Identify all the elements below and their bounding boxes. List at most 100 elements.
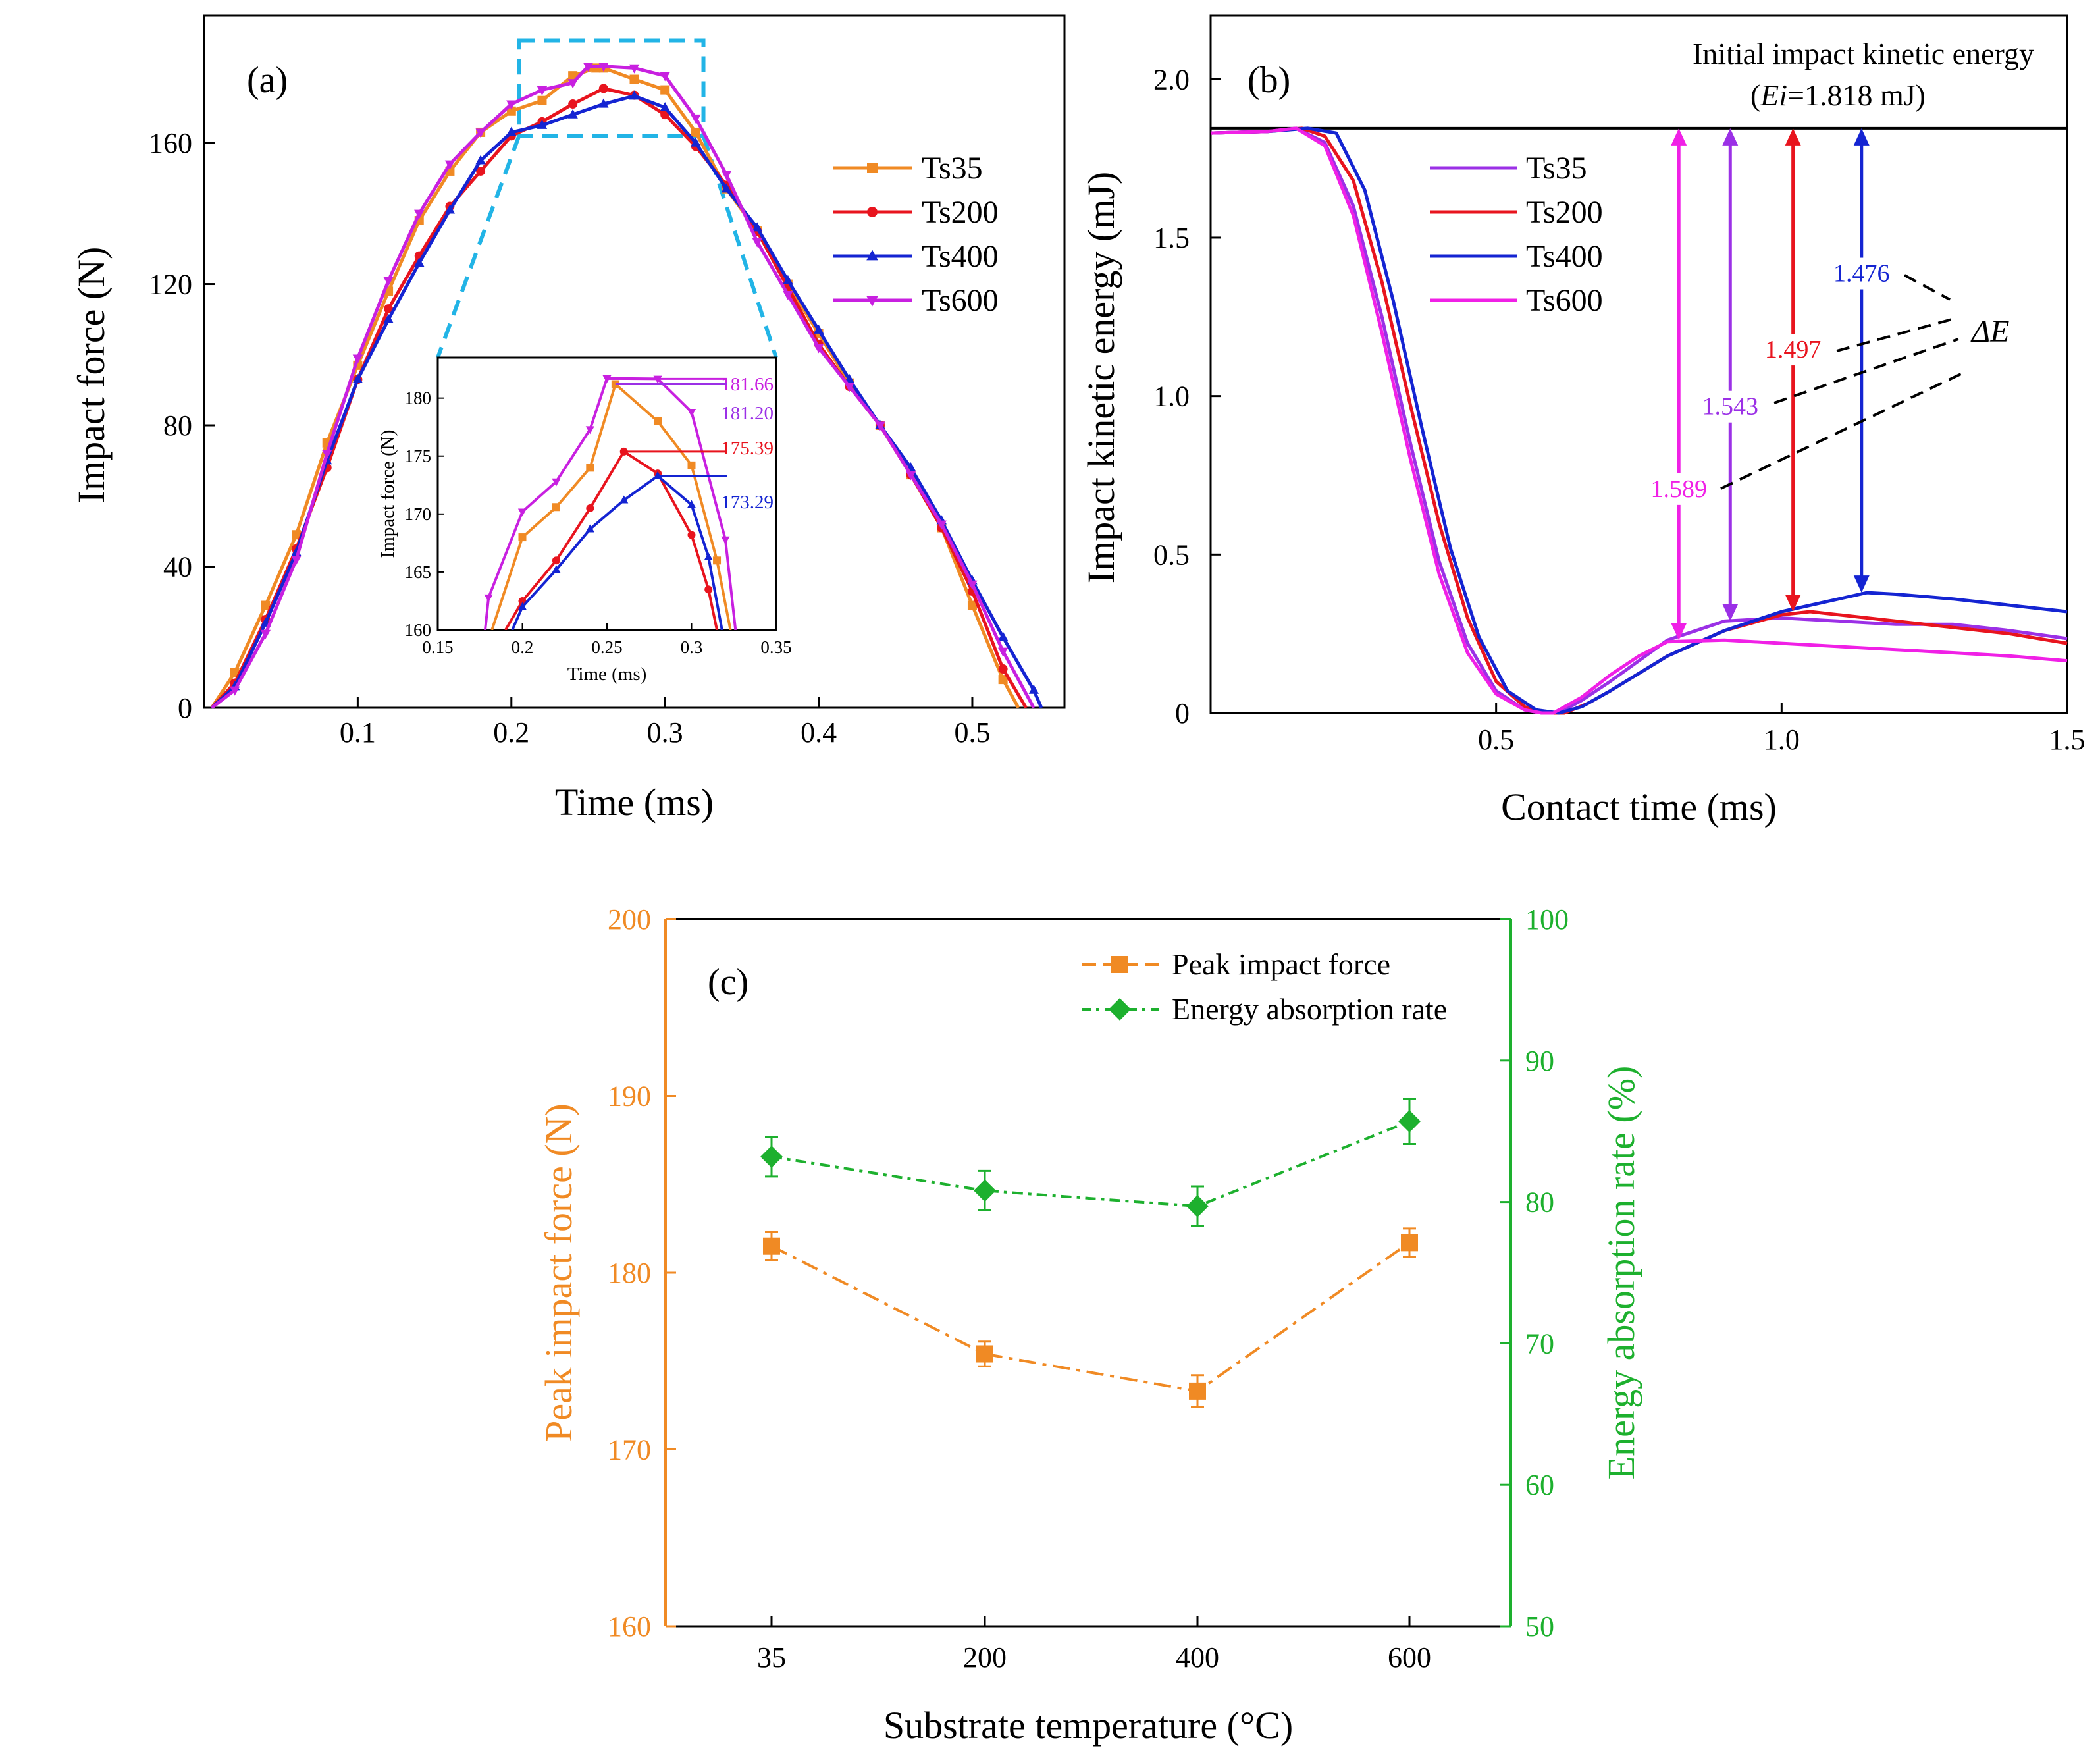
- x-tick-label: 600: [1388, 1641, 1431, 1674]
- inset-point-Ts200: [586, 504, 594, 513]
- arrow-head-up: [1722, 128, 1739, 146]
- y-right-axis-label: Energy absorption rate (%): [1600, 1066, 1642, 1480]
- data-point-Ts600: [813, 344, 824, 354]
- data-point-Ts600: [444, 160, 456, 170]
- data-point-Ts35: [660, 85, 670, 95]
- arrow-label-bg: [1822, 257, 1901, 290]
- data-point-Ts400: [691, 137, 701, 147]
- data-point-Ts400: [813, 324, 824, 334]
- y-tick-label: 80: [163, 410, 192, 442]
- arrow-head-up: [1671, 128, 1687, 146]
- inset-point-Ts600: [687, 409, 696, 417]
- legend-label-Ts35: Ts35: [922, 151, 983, 186]
- x-tick-label: 0.2: [493, 716, 529, 749]
- delta-leader-line: [1773, 338, 1959, 404]
- y-right-tick-label: 70: [1525, 1327, 1554, 1360]
- data-point: [760, 1145, 783, 1168]
- legend-marker-Ts200: [867, 207, 878, 217]
- data-point-Ts600: [383, 277, 394, 286]
- x-tick-label: 0.4: [801, 716, 837, 749]
- inset-peak-label-181.66: 181.66: [721, 374, 774, 395]
- data-point-Ts400: [629, 90, 640, 100]
- inset-y-tick-label: 160: [405, 620, 432, 640]
- y-axis-label: Impact force (N): [70, 247, 113, 504]
- arrow-head-up: [1785, 128, 1801, 146]
- y-right-tick-label: 80: [1525, 1186, 1554, 1219]
- data-point-Ts400: [997, 631, 1009, 641]
- arrow-head-down: [1722, 604, 1739, 622]
- data-point-Ts200: [568, 99, 578, 109]
- inset-point-Ts600: [484, 594, 493, 602]
- y-tick-label: 120: [149, 269, 192, 301]
- data-point-Ts600: [875, 421, 885, 431]
- y-tick-label: 1.0: [1153, 381, 1190, 413]
- data-point-Ts200: [998, 664, 1008, 674]
- inset-point-Ts35: [713, 556, 722, 565]
- data-point: [974, 1179, 996, 1202]
- initial-energy-number: =1.818 mJ): [1787, 78, 1926, 112]
- legend-label-Ts400: Ts400: [1526, 239, 1603, 274]
- panel-label: (a): [247, 60, 288, 101]
- x-tick-label: 0.3: [647, 716, 683, 749]
- inset-y-tick-label: 170: [405, 504, 432, 524]
- x-tick-label: 400: [1176, 1641, 1219, 1674]
- x-axis-label: Contact time (ms): [1501, 785, 1777, 828]
- delta-arrow-1.476: 1.476: [1822, 128, 1901, 593]
- inset-y-tick-label: 175: [405, 446, 432, 466]
- data-point-Ts35: [292, 530, 302, 540]
- inset-point-Ts35: [586, 464, 594, 472]
- panel-label: (b): [1247, 60, 1290, 101]
- data-point-Ts400: [383, 313, 394, 323]
- data-point-Ts400: [444, 204, 456, 214]
- legend: Peak impact force Energy absorption rate: [1082, 947, 1447, 1026]
- data-point-Ts35: [506, 106, 516, 116]
- inset-x-tick-label: 0.35: [760, 637, 791, 657]
- legend-label-Ts600: Ts600: [922, 283, 999, 318]
- delta-arrow-1.589: 1.589: [1639, 128, 1719, 641]
- series-Peak impact force: [763, 1227, 1418, 1408]
- y-tick-label: 0: [1175, 697, 1190, 729]
- series-line-Ts400: [1210, 126, 2068, 715]
- inset-point-Ts600: [552, 478, 561, 487]
- data-point-Ts600: [414, 209, 425, 219]
- y-tick-label: 40: [163, 551, 192, 583]
- data-point-Ts200: [384, 304, 394, 314]
- inset-point-Ts600: [517, 508, 527, 517]
- data-point-Ts600: [352, 354, 363, 364]
- arrow-label: 1.589: [1650, 475, 1707, 503]
- x-tick-label: 0.5: [954, 716, 990, 749]
- legend-marker-Ts400: [866, 250, 878, 261]
- data-point-Ts600: [629, 64, 640, 74]
- x-tick-label: 35: [757, 1641, 786, 1674]
- data-point: [1186, 1195, 1209, 1217]
- data-point-Ts400: [1028, 684, 1039, 694]
- inset-point-Ts35: [518, 533, 527, 542]
- data-point: [976, 1345, 993, 1363]
- arrow-label-bg: [1691, 390, 1770, 423]
- y-right-tick-label: 60: [1525, 1469, 1554, 1501]
- delta-label: ΔE: [1970, 314, 2010, 349]
- data-point-Ts400: [721, 183, 732, 193]
- legend-marker: [1111, 956, 1128, 973]
- initial-energy-symbol: Ei: [1760, 78, 1787, 112]
- y-right-tick-label: 50: [1525, 1610, 1554, 1643]
- delta-leader-line: [1720, 371, 1966, 490]
- data-point-Ts400: [660, 102, 670, 112]
- inset-point-Ts200: [552, 556, 560, 565]
- series-line: [771, 1120, 1410, 1208]
- arrow-label: 1.543: [1702, 393, 1759, 421]
- data-point-Ts600: [291, 556, 302, 566]
- inset-point-Ts400: [552, 565, 561, 573]
- y-tick-label: 1.5: [1153, 222, 1190, 254]
- y-tick-label: 0: [178, 692, 192, 724]
- inset-x-tick-label: 0.3: [681, 637, 703, 657]
- inset-point-Ts35: [654, 417, 662, 425]
- legend-label-Ts600: Ts600: [1526, 283, 1603, 318]
- inset-peak-label-175.39: 175.39: [721, 438, 774, 459]
- plot-frame: [1209, 14, 2068, 714]
- arrow-label-bg: [1639, 473, 1719, 505]
- inset-point-Ts400: [619, 495, 629, 504]
- y-left-tick-label: 200: [608, 903, 651, 936]
- x-tick-label: 1.0: [1764, 724, 1800, 756]
